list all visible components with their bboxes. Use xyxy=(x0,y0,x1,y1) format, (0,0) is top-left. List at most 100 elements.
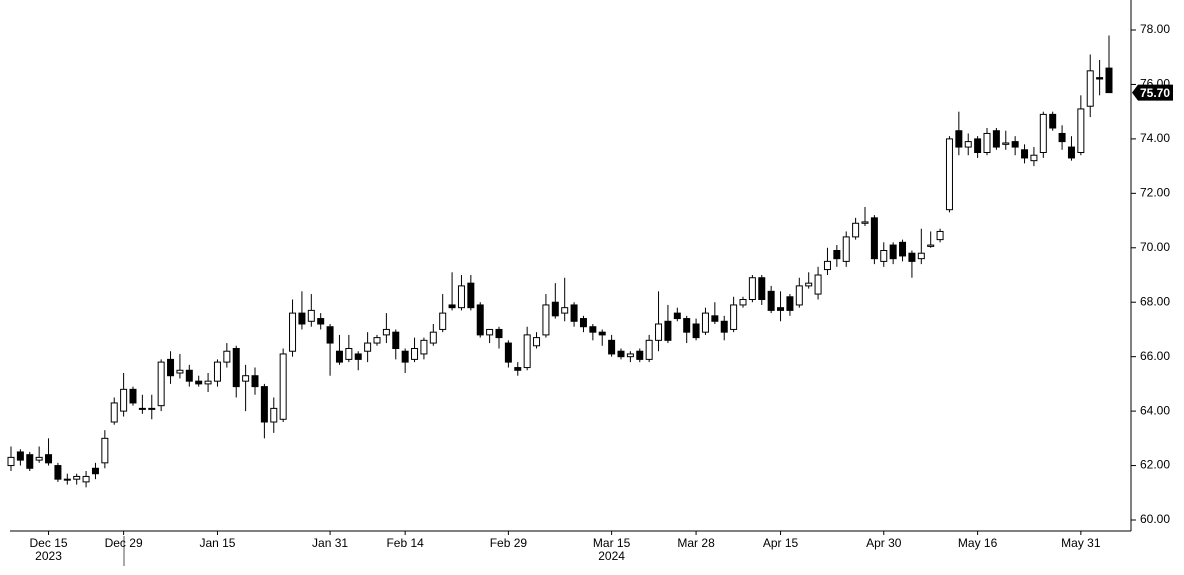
candle-body xyxy=(579,318,587,328)
candle-body xyxy=(1077,108,1085,153)
candle-body xyxy=(870,217,878,260)
candle-body xyxy=(1086,70,1094,107)
candle-body xyxy=(185,369,193,382)
candle-body xyxy=(842,236,850,262)
candle-body xyxy=(739,299,747,306)
candle-body xyxy=(1039,113,1047,153)
candle-body xyxy=(673,312,681,320)
candle-body xyxy=(683,318,691,333)
candle-body xyxy=(945,138,953,211)
candle-body xyxy=(242,375,250,382)
candle-body xyxy=(730,304,738,330)
candle-body xyxy=(7,456,15,467)
candle-body xyxy=(664,320,672,341)
candle-body xyxy=(899,241,907,257)
x-tick-label: Apr 30 xyxy=(866,536,902,550)
candle-body xyxy=(936,230,944,241)
candle-body xyxy=(1096,77,1104,80)
candle-body xyxy=(129,388,137,404)
candle-body xyxy=(852,222,860,238)
x-tick-label: Feb 29 xyxy=(490,536,528,550)
candle-body xyxy=(767,290,775,311)
candle-body xyxy=(486,328,494,336)
candle-body xyxy=(617,350,625,358)
candle-body xyxy=(777,307,785,311)
candle-body xyxy=(626,353,634,358)
candle-body xyxy=(73,475,81,480)
candle-body xyxy=(138,407,146,410)
candle-body xyxy=(101,437,109,464)
candle-body xyxy=(1058,132,1066,143)
candle-body xyxy=(35,456,43,461)
candle-body xyxy=(1002,142,1010,145)
candle-body xyxy=(833,250,841,260)
x-tick-label: Mar 28 xyxy=(677,536,715,550)
candle-body xyxy=(467,282,475,309)
candle-body xyxy=(1067,146,1075,159)
candle-body xyxy=(91,467,99,475)
candle-body xyxy=(16,451,24,461)
candle-body xyxy=(880,250,888,262)
candle-body xyxy=(476,304,484,336)
y-tick-label: 64.00 xyxy=(1140,403,1170,417)
candle-body xyxy=(401,350,409,363)
year-label: 2023 xyxy=(35,549,62,563)
candle-body xyxy=(889,244,897,260)
candle-body xyxy=(992,130,1000,148)
candle-body xyxy=(514,367,522,371)
candle-body xyxy=(54,465,62,480)
candle-body xyxy=(289,312,297,352)
y-tick-label: 62.00 xyxy=(1140,458,1170,472)
candle-body xyxy=(655,323,663,341)
candle-body xyxy=(307,309,315,322)
candle-body xyxy=(270,407,278,423)
candle-body xyxy=(411,348,419,360)
candle-body xyxy=(45,454,53,464)
candle-body xyxy=(523,334,531,369)
y-tick-label: 72.00 xyxy=(1140,186,1170,200)
candle-body xyxy=(495,328,503,339)
candle-body xyxy=(805,282,813,287)
candle-body xyxy=(542,304,550,336)
candle-body xyxy=(373,337,381,344)
x-tick-label: Mar 15 xyxy=(593,536,631,550)
candle-body xyxy=(213,361,221,382)
candle-body xyxy=(823,260,831,271)
candle-body xyxy=(589,326,597,333)
candle-body xyxy=(533,337,541,347)
candle-body xyxy=(232,348,240,388)
candle-body xyxy=(955,130,963,148)
candle-body xyxy=(251,375,259,388)
candle-body xyxy=(786,296,794,311)
candle-body xyxy=(335,350,343,363)
candle-body xyxy=(157,361,165,407)
candle-body xyxy=(364,342,372,352)
year-label: 2024 xyxy=(598,549,625,563)
y-tick-label: 74.00 xyxy=(1140,131,1170,145)
candle-body xyxy=(110,402,118,423)
candle-body xyxy=(429,331,437,344)
x-tick-label: Feb 14 xyxy=(386,536,424,550)
candle-body xyxy=(63,478,71,481)
y-tick-label: 66.00 xyxy=(1140,349,1170,363)
candle-body xyxy=(26,454,34,469)
x-tick-label: Jan 15 xyxy=(199,536,235,550)
candle-body xyxy=(204,380,212,385)
candle-body xyxy=(345,348,353,360)
candle-body xyxy=(82,475,90,483)
candle-body xyxy=(814,274,822,295)
candle-body xyxy=(701,312,709,333)
candle-body xyxy=(974,138,982,153)
candle-body xyxy=(1105,67,1113,94)
x-tick-label: Jan 31 xyxy=(312,536,348,550)
candle-body xyxy=(382,328,390,336)
candle-body xyxy=(561,307,569,314)
candle-body xyxy=(551,301,559,317)
last-price-label: 75.70 xyxy=(1140,86,1170,100)
x-tick-label: Apr 15 xyxy=(763,536,799,550)
candle-body xyxy=(692,323,700,339)
candle-body xyxy=(598,331,606,336)
x-tick-label: Dec 29 xyxy=(105,536,143,550)
candle-body xyxy=(1011,141,1019,148)
